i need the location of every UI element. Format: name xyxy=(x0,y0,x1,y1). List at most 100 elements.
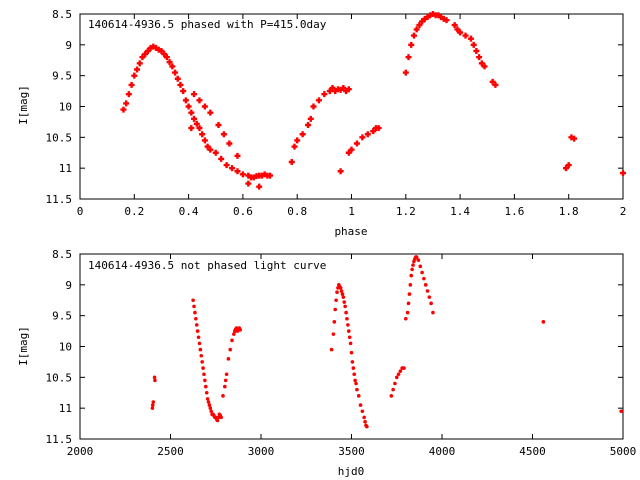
data-point xyxy=(239,171,246,178)
data-point xyxy=(226,140,233,147)
data-point xyxy=(172,69,179,76)
data-point xyxy=(340,292,345,296)
data-point xyxy=(245,180,252,187)
data-point xyxy=(230,338,234,343)
data-point xyxy=(457,29,464,36)
data-point xyxy=(204,390,209,395)
data-point xyxy=(620,170,626,177)
data-point xyxy=(177,81,184,88)
data-point xyxy=(215,122,222,128)
data-point xyxy=(402,366,406,370)
x-tick-label: 5000 xyxy=(610,445,637,458)
data-point xyxy=(473,48,480,54)
y-tick-label: 8.5 xyxy=(52,248,72,261)
data-point xyxy=(359,134,366,141)
data-point xyxy=(394,375,399,380)
unphased-light-curve-panel: 140614-4936.5 not phased light curve I[m… xyxy=(17,248,636,478)
data-point xyxy=(339,289,344,293)
data-point xyxy=(207,109,214,116)
data-point xyxy=(423,283,428,287)
data-point xyxy=(398,369,403,373)
data-point xyxy=(131,72,138,79)
data-point xyxy=(223,384,227,389)
data-point xyxy=(207,146,214,153)
data-point xyxy=(391,387,395,392)
x-tick-label: 0.2 xyxy=(124,205,144,218)
x-tick-label: 2500 xyxy=(157,445,184,458)
data-point xyxy=(443,17,450,24)
data-point xyxy=(414,255,419,259)
data-point xyxy=(347,335,352,340)
y-tick-label: 10.5 xyxy=(46,131,73,144)
data-point xyxy=(166,59,173,66)
y-tick-label: 11 xyxy=(59,402,72,415)
data-point xyxy=(202,372,206,377)
data-point xyxy=(355,387,359,392)
data-point xyxy=(220,131,227,138)
data-point xyxy=(348,146,355,153)
data-point xyxy=(420,270,424,275)
x-tick-label: 2 xyxy=(620,205,627,218)
data-point xyxy=(267,172,274,179)
data-point xyxy=(234,168,241,175)
data-point xyxy=(188,125,195,132)
y-axis-label: I[mag] xyxy=(17,85,30,125)
data-point xyxy=(335,290,339,295)
data-point xyxy=(218,155,225,162)
data-point xyxy=(470,41,477,48)
data-point xyxy=(331,332,336,336)
data-point xyxy=(348,341,353,346)
x-axis-label: hjd0 xyxy=(338,465,365,478)
data-point xyxy=(358,403,363,407)
data-point xyxy=(197,341,202,346)
data-point xyxy=(356,394,361,398)
data-point xyxy=(345,316,349,321)
data-point xyxy=(354,381,358,386)
y-tick-label: 9 xyxy=(65,279,72,292)
data-point xyxy=(416,22,423,29)
data-point xyxy=(196,335,201,340)
data-point xyxy=(375,125,382,132)
data-point xyxy=(405,54,412,61)
data-point xyxy=(196,125,203,132)
data-point xyxy=(337,168,344,175)
data-point xyxy=(201,366,205,370)
plot-frame xyxy=(79,253,624,440)
data-point xyxy=(425,289,430,293)
data-point xyxy=(429,301,433,306)
data-point xyxy=(407,292,412,296)
x-tick-label: 4000 xyxy=(429,445,456,458)
x-tick-label: 2000 xyxy=(67,445,94,458)
data-point xyxy=(195,329,200,333)
data-point xyxy=(194,316,198,321)
x-tick-label: 0.8 xyxy=(287,205,307,218)
data-point xyxy=(294,137,301,144)
data-point xyxy=(134,66,141,73)
data-point xyxy=(200,360,204,364)
data-point xyxy=(199,353,204,358)
data-point xyxy=(343,304,347,309)
data-point xyxy=(151,400,156,404)
x-tick-label: 4500 xyxy=(519,445,546,458)
data-point xyxy=(416,258,421,262)
y-tick-label: 9.5 xyxy=(52,310,72,323)
data-point xyxy=(405,310,410,315)
data-point xyxy=(315,97,322,104)
x-tick-label: 1 xyxy=(348,205,355,218)
data-point xyxy=(411,263,415,267)
data-point xyxy=(341,295,346,299)
data-point xyxy=(291,143,298,150)
data-point xyxy=(350,360,355,364)
data-point xyxy=(404,316,408,321)
data-point xyxy=(194,323,199,327)
y-tick-label: 11.5 xyxy=(46,433,73,446)
data-point xyxy=(232,332,236,336)
data-point xyxy=(201,137,208,144)
data-point xyxy=(256,183,263,190)
x-axis-label: phase xyxy=(334,225,367,238)
data-point xyxy=(153,378,157,383)
x-tick-label: 0.4 xyxy=(179,205,199,218)
data-point xyxy=(344,310,348,315)
y-tick-label: 10.5 xyxy=(46,371,73,384)
chart-title: 140614-4936.5 not phased light curve xyxy=(88,259,326,272)
